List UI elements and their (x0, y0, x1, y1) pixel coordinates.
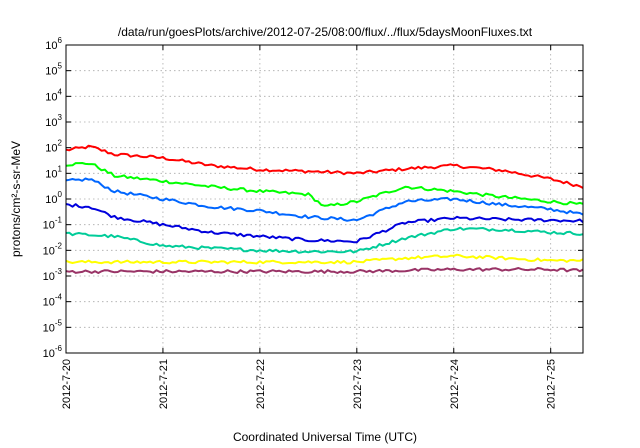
y-tick-label: 106 (45, 36, 62, 52)
x-tick-label: 2012-7-22 (255, 359, 267, 409)
chart-title: /data/run/goesPlots/archive/2012-07-25/0… (118, 25, 533, 39)
x-tick-label: 2012-7-21 (158, 359, 170, 409)
series-line-6 (65, 253, 584, 265)
y-tick-label: 10-2 (43, 241, 63, 257)
x-axis-title: Coordinated Universal Time (UTC) (233, 430, 417, 444)
x-tick-label: 2012-7-25 (546, 359, 558, 409)
y-tick-label: 102 (45, 139, 62, 155)
y-tick-label: 10-1 (43, 216, 63, 232)
y-tick-label: 10-5 (43, 318, 63, 334)
y-tick-label: 10-4 (43, 293, 63, 309)
series-layer (65, 144, 584, 274)
y-tick-label: 100 (45, 190, 62, 206)
y-tick-label: 105 (45, 62, 62, 78)
tick-marks (65, 44, 583, 354)
y-tick-label: 103 (45, 113, 62, 129)
y-tick-label: 101 (45, 164, 62, 180)
series-line-7 (65, 267, 584, 274)
x-tick-label: 2012-7-24 (449, 359, 461, 409)
series-line-4 (65, 203, 584, 244)
y-axis-title: protons/cm²-s-sr-MeV (9, 141, 23, 257)
series-line-2 (65, 162, 584, 207)
y-tick-labels: 106 105 104 103 102 101 100 10-1 10-2 10-3 10-4 10-… (43, 36, 63, 360)
series-line-1 (65, 144, 584, 189)
series-line-5 (65, 226, 584, 254)
x-tick-label: 2012-7-23 (352, 359, 364, 409)
grid (65, 44, 583, 354)
series-line-3 (65, 177, 584, 222)
x-tick-labels: 2012-7-20 2012-7-21 2012-7-22 2012-7-23 2012… (61, 359, 558, 409)
x-tick-label: 2012-7-20 (61, 359, 73, 409)
y-tick-label: 10-6 (43, 344, 63, 360)
y-tick-label: 10-3 (43, 267, 63, 283)
y-tick-label: 104 (45, 87, 62, 103)
